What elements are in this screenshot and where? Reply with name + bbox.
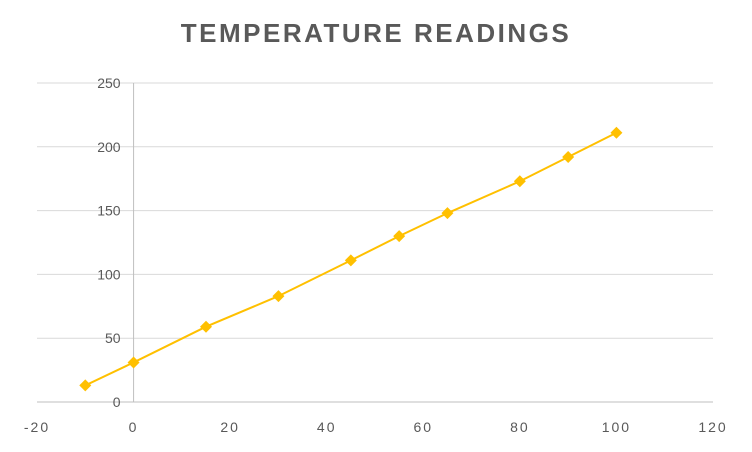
data-point-marker [272, 290, 285, 303]
x-tick-label: 80 [510, 419, 530, 435]
data-point-marker [513, 175, 526, 188]
x-tick-label: 120 [698, 419, 727, 435]
data-point-marker [127, 356, 140, 369]
series-line [84, 131, 617, 387]
chart-title: TEMPERATURE READINGS [180, 18, 572, 48]
y-tick-label: 200 [97, 139, 121, 155]
data-point-marker [344, 254, 357, 267]
x-tick-label: -20 [24, 419, 50, 435]
data-point-marker [79, 379, 92, 392]
x-tick-label: 0 [129, 419, 139, 435]
x-tick-label: 100 [602, 419, 631, 435]
data-point-marker [200, 320, 212, 333]
y-tick-label: 150 [97, 203, 121, 219]
y-tick-label: 50 [105, 330, 121, 346]
y-tick-label: 250 [97, 75, 121, 91]
data-point-marker [441, 207, 454, 220]
y-tick-label: 100 [97, 266, 121, 282]
x-tick-label: 60 [413, 419, 433, 435]
data-point-marker [562, 151, 575, 164]
x-tick-label: 20 [220, 419, 240, 435]
x-tick-label: 40 [317, 419, 337, 435]
data-point-marker [610, 126, 623, 139]
data-point-marker [393, 230, 406, 243]
y-tick-label: 0 [113, 394, 121, 410]
